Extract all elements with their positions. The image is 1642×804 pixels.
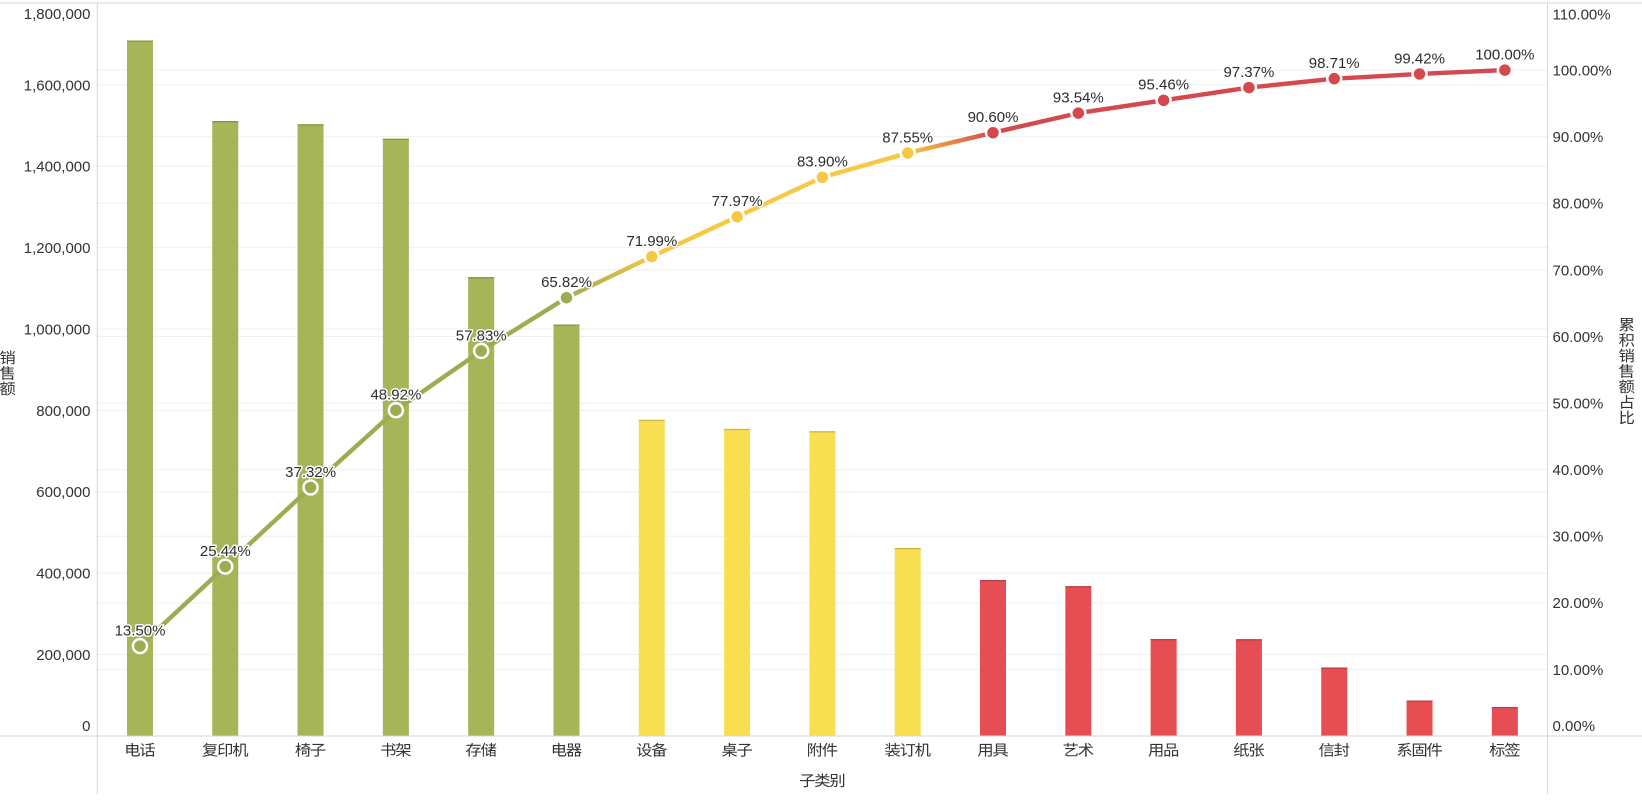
svg-text:80.00%: 80.00% [1553, 196, 1604, 213]
svg-text:110.00%: 110.00% [1553, 7, 1611, 24]
svg-text:37.32%: 37.32% [285, 464, 336, 481]
svg-text:20.00%: 20.00% [1553, 595, 1604, 612]
svg-text:1,400,000: 1,400,000 [24, 159, 91, 176]
svg-text:60.00%: 60.00% [1553, 329, 1604, 346]
svg-text:71.99%: 71.99% [626, 233, 677, 250]
svg-text:90.60%: 90.60% [968, 109, 1019, 126]
svg-text:200,000: 200,000 [36, 647, 90, 664]
svg-text:95.46%: 95.46% [1138, 77, 1189, 94]
svg-text:30.00%: 30.00% [1553, 529, 1604, 546]
svg-text:400,000: 400,000 [36, 566, 90, 583]
svg-text:77.97%: 77.97% [712, 193, 763, 210]
svg-text:97.37%: 97.37% [1223, 64, 1274, 81]
svg-text:93.54%: 93.54% [1053, 90, 1104, 107]
svg-text:57.83%: 57.83% [456, 327, 507, 344]
svg-text:1,000,000: 1,000,000 [24, 321, 91, 338]
svg-text:87.55%: 87.55% [882, 129, 933, 146]
svg-text:65.82%: 65.82% [541, 274, 592, 291]
svg-text:40.00%: 40.00% [1553, 462, 1604, 479]
svg-text:0.00%: 0.00% [1553, 718, 1596, 735]
svg-text:70.00%: 70.00% [1553, 262, 1604, 279]
svg-text:90.00%: 90.00% [1553, 129, 1604, 146]
svg-text:1,200,000: 1,200,000 [24, 240, 91, 257]
svg-text:98.71%: 98.71% [1309, 55, 1360, 72]
svg-text:600,000: 600,000 [36, 484, 90, 501]
svg-text:48.92%: 48.92% [370, 387, 421, 404]
svg-text:100.00%: 100.00% [1475, 47, 1534, 64]
svg-text:10.00%: 10.00% [1553, 662, 1604, 679]
svg-text:83.90%: 83.90% [797, 154, 848, 171]
svg-text:0: 0 [82, 718, 90, 735]
svg-text:99.42%: 99.42% [1394, 50, 1445, 67]
svg-text:50.00%: 50.00% [1553, 395, 1604, 412]
svg-text:1,800,000: 1,800,000 [24, 6, 91, 23]
svg-text:1,600,000: 1,600,000 [24, 77, 91, 94]
svg-text:100.00%: 100.00% [1553, 62, 1612, 79]
svg-text:13.50%: 13.50% [115, 623, 166, 640]
svg-text:800,000: 800,000 [36, 403, 90, 420]
svg-text:25.44%: 25.44% [200, 543, 251, 560]
